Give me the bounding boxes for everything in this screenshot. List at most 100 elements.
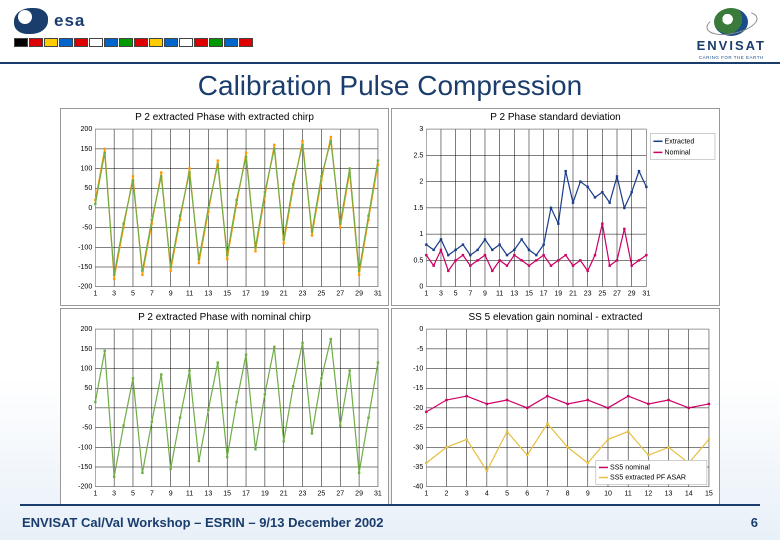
svg-text:-50: -50 bbox=[82, 225, 92, 232]
svg-text:8: 8 bbox=[566, 490, 570, 497]
flag-icon bbox=[44, 38, 58, 47]
svg-text:50: 50 bbox=[84, 385, 92, 392]
svg-text:13: 13 bbox=[510, 291, 518, 298]
svg-text:0.5: 0.5 bbox=[413, 257, 423, 264]
svg-text:-40: -40 bbox=[413, 483, 423, 490]
svg-text:200: 200 bbox=[81, 326, 93, 333]
svg-text:9: 9 bbox=[169, 490, 173, 497]
chart-svg: -200-150-100-500501001502001357911131517… bbox=[63, 111, 386, 303]
svg-text:1: 1 bbox=[424, 291, 428, 298]
flag-icon bbox=[119, 38, 133, 47]
esa-block: esa bbox=[14, 8, 253, 47]
svg-text:21: 21 bbox=[280, 490, 288, 497]
svg-text:2: 2 bbox=[419, 179, 423, 186]
svg-text:9: 9 bbox=[586, 490, 590, 497]
svg-text:-200: -200 bbox=[78, 483, 92, 490]
svg-text:0: 0 bbox=[419, 284, 423, 291]
esa-icon bbox=[14, 8, 48, 34]
svg-text:150: 150 bbox=[81, 346, 93, 353]
chart-svg: 00.511.522.53135791113151719212325272931… bbox=[394, 111, 717, 303]
svg-text:1.5: 1.5 bbox=[413, 205, 423, 212]
svg-text:31: 31 bbox=[374, 490, 382, 497]
svg-text:-15: -15 bbox=[413, 385, 423, 392]
globe-icon bbox=[714, 8, 748, 36]
svg-text:3: 3 bbox=[112, 490, 116, 497]
svg-text:21: 21 bbox=[280, 291, 288, 298]
svg-text:100: 100 bbox=[81, 365, 93, 372]
svg-text:14: 14 bbox=[685, 490, 693, 497]
footer-text: ENVISAT Cal/Val Workshop – ESRIN – 9/13 … bbox=[22, 515, 384, 530]
svg-text:-10: -10 bbox=[413, 365, 423, 372]
flag-icon bbox=[209, 38, 223, 47]
svg-text:-50: -50 bbox=[82, 424, 92, 431]
chart-top-right: P 2 Phase standard deviation 00.511.522.… bbox=[391, 108, 720, 306]
svg-text:9: 9 bbox=[483, 291, 487, 298]
svg-text:6: 6 bbox=[525, 490, 529, 497]
svg-text:9: 9 bbox=[169, 291, 173, 298]
svg-text:7: 7 bbox=[150, 291, 154, 298]
svg-text:-20: -20 bbox=[413, 405, 423, 412]
svg-text:13: 13 bbox=[665, 490, 673, 497]
svg-text:23: 23 bbox=[584, 291, 592, 298]
svg-text:5: 5 bbox=[131, 490, 135, 497]
svg-text:25: 25 bbox=[317, 490, 325, 497]
svg-text:3: 3 bbox=[439, 291, 443, 298]
footer-rule bbox=[20, 504, 760, 506]
flag-icon bbox=[134, 38, 148, 47]
svg-text:27: 27 bbox=[336, 490, 344, 497]
svg-text:SS5 nominal: SS5 nominal bbox=[610, 464, 650, 471]
chart-svg: -200-150-100-500501001502001357911131517… bbox=[63, 311, 386, 503]
flag-icon bbox=[104, 38, 118, 47]
svg-text:15: 15 bbox=[525, 291, 533, 298]
esa-text: esa bbox=[54, 11, 85, 31]
svg-text:5: 5 bbox=[131, 291, 135, 298]
flag-icon bbox=[179, 38, 193, 47]
header-rule bbox=[0, 62, 780, 64]
svg-text:0: 0 bbox=[88, 205, 92, 212]
svg-text:100: 100 bbox=[81, 166, 93, 173]
chart-bottom-right: SS 5 elevation gain nominal - extracted … bbox=[391, 308, 720, 506]
page-title: Calibration Pulse Compression bbox=[0, 70, 780, 102]
svg-text:23: 23 bbox=[299, 291, 307, 298]
envisat-block: ENVISAT CARING FOR THE EARTH bbox=[697, 8, 766, 60]
page-number: 6 bbox=[751, 515, 758, 530]
svg-text:1: 1 bbox=[93, 490, 97, 497]
svg-text:1: 1 bbox=[424, 490, 428, 497]
svg-text:0: 0 bbox=[419, 326, 423, 333]
chart-grid: P 2 extracted Phase with extracted chirp… bbox=[0, 102, 780, 500]
svg-text:11: 11 bbox=[186, 291, 193, 298]
envisat-tagline: CARING FOR THE EARTH bbox=[699, 55, 764, 60]
svg-text:15: 15 bbox=[705, 490, 713, 497]
svg-text:7: 7 bbox=[545, 490, 549, 497]
chart-title: P 2 extracted Phase with extracted chirp bbox=[61, 112, 388, 123]
svg-text:50: 50 bbox=[84, 185, 92, 192]
svg-text:3: 3 bbox=[419, 126, 423, 133]
svg-text:Extracted: Extracted bbox=[665, 138, 695, 145]
chart-top-left: P 2 extracted Phase with extracted chirp… bbox=[60, 108, 389, 306]
svg-text:29: 29 bbox=[628, 291, 636, 298]
svg-text:1: 1 bbox=[419, 231, 423, 238]
svg-text:29: 29 bbox=[355, 490, 363, 497]
footer: ENVISAT Cal/Val Workshop – ESRIN – 9/13 … bbox=[0, 515, 780, 530]
svg-text:-25: -25 bbox=[413, 424, 423, 431]
svg-text:15: 15 bbox=[223, 490, 231, 497]
svg-text:2: 2 bbox=[445, 490, 449, 497]
svg-text:11: 11 bbox=[496, 291, 503, 298]
svg-text:27: 27 bbox=[336, 291, 344, 298]
flag-icon bbox=[59, 38, 73, 47]
flag-icon bbox=[89, 38, 103, 47]
svg-text:0: 0 bbox=[88, 405, 92, 412]
chart-svg: -40-35-30-25-20-15-10-501234567891011121… bbox=[394, 311, 717, 503]
svg-text:25: 25 bbox=[598, 291, 606, 298]
svg-text:-200: -200 bbox=[78, 284, 92, 291]
svg-text:5: 5 bbox=[454, 291, 458, 298]
flag-icon bbox=[149, 38, 163, 47]
svg-text:200: 200 bbox=[81, 126, 93, 133]
flag-icon bbox=[74, 38, 88, 47]
svg-text:-35: -35 bbox=[413, 464, 423, 471]
svg-text:-5: -5 bbox=[417, 346, 423, 353]
flag-icon bbox=[224, 38, 238, 47]
svg-text:12: 12 bbox=[644, 490, 652, 497]
svg-text:2.5: 2.5 bbox=[413, 152, 423, 159]
chart-bottom-left: P 2 extracted Phase with nominal chirp -… bbox=[60, 308, 389, 506]
